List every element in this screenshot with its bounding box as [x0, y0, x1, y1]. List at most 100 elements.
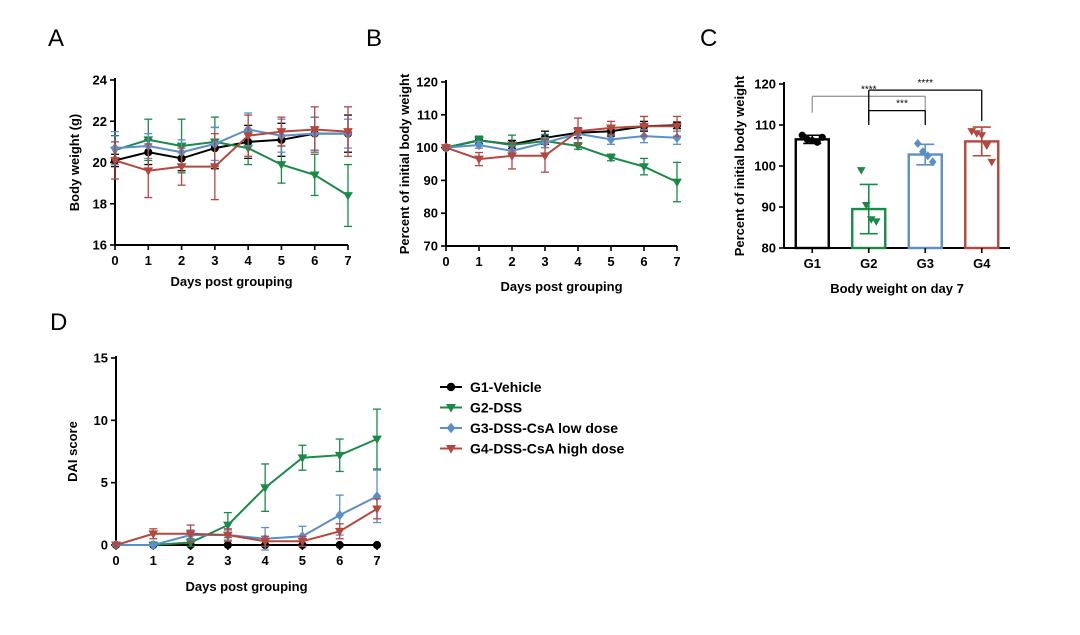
panel-a-x-tick-label: 0 — [111, 253, 118, 268]
panel-b-series-g4-dss-csa-high-dose-point — [573, 127, 583, 137]
panel-a-y-tick-label: 18 — [93, 196, 107, 211]
panel-c-bar-g4-rect — [964, 140, 1000, 250]
panel-c-bar-g4-point — [977, 132, 987, 140]
panel-a-series-g3-dss-csa-low-dose-line — [114, 128, 348, 154]
panel-c-x-tick-label: G3 — [917, 256, 934, 271]
legend-entry-g2-dss-marker — [445, 404, 457, 413]
panel-a-series-g2-dss-line — [114, 138, 349, 197]
panel-c-significance-label: *** — [896, 99, 908, 110]
panel-c-y-tick-label: 100 — [754, 159, 776, 174]
panel-b-series-g2-dss-point — [672, 178, 682, 188]
panel-b-x-tick-label: 1 — [475, 254, 482, 269]
panel-d-x-tick-label: 3 — [224, 553, 231, 568]
panel-d-series-g4-dss-csa-high-dose-point — [148, 530, 159, 539]
panel-c-bar-g3-point — [918, 147, 927, 157]
panel-b-y-tick-label: 90 — [424, 173, 438, 188]
panel-a-series-g2-dss — [110, 116, 353, 228]
panel-a-series-g4-dss-csa-high-dose-point — [276, 128, 287, 137]
panel-a-x-tick-label: 4 — [245, 253, 253, 268]
legend-entry-g2-dss: G2-DSS — [440, 400, 522, 416]
panel-d-x-tick-label: 7 — [373, 553, 380, 568]
panel-d-series-g4-dss-csa-high-dose-point — [260, 537, 271, 547]
panel-b-y-tick-label: 80 — [424, 206, 438, 221]
panel-b-y-tick-label: 120 — [416, 75, 438, 90]
panel-d-series-g2-dss-line — [116, 438, 378, 546]
panel-c-day7-bars: 80 90 100 110 120 G1 G2 G3 G4 Body weight on day … — [732, 75, 1010, 296]
panel-b-series-g4-dss-csa-high-dose — [441, 115, 682, 173]
panel-c-bar-g2-point — [856, 167, 866, 175]
panel-b-series-g4-dss-csa-high-dose-point — [606, 124, 616, 133]
panel-label-a: A — [48, 25, 64, 52]
panel-c-bar-g1-point — [813, 138, 821, 146]
panel-d-x-tick-label: 4 — [262, 553, 270, 568]
panel-c-bar-g1-point — [818, 133, 826, 141]
panel-a-x-tick-label: 7 — [344, 253, 351, 268]
panel-b-series-g4-dss-csa-high-dose-point — [540, 152, 550, 161]
panel-c-bar-g3 — [907, 138, 943, 250]
panel-b-series-g4-dss-csa-high-dose-point — [672, 122, 682, 132]
panel-a-series-g4-dss-csa-high-dose — [110, 106, 353, 201]
panel-c-bar-g1-rect — [794, 138, 830, 250]
panel-d-series-g3-dss-csa-low-dose-line — [116, 495, 378, 546]
panel-c-x-tick-label: G2 — [860, 256, 877, 271]
panel-a-series-g4-dss-csa-high-dose-point — [309, 126, 320, 135]
panel-label-c: C — [700, 25, 717, 52]
panel-c-x-tick-label: G1 — [804, 256, 821, 271]
panel-c-bar-g4-point — [982, 142, 992, 150]
panel-b-series-g2-dss-point — [639, 163, 649, 172]
panel-d-y-tick-label: 15 — [94, 351, 108, 366]
legend-entry-g3-dss-csa-low-dose-label: G3-DSS-CsA low dose — [470, 420, 618, 436]
panel-a-x-tick-label: 1 — [145, 253, 152, 268]
panel-d-series-g4-dss-csa-high-dose-point — [372, 505, 382, 514]
panel-d-x-tick-label: 5 — [299, 553, 306, 568]
panel-a-x-axis-label: Days post grouping — [170, 274, 292, 289]
panel-d-x-axis-label: Days post grouping — [185, 579, 307, 594]
panel-c-significance-3: **** — [868, 78, 983, 121]
panel-c-x-tick-label: G4 — [973, 256, 991, 271]
panel-d-y-axis-label: DAI score — [65, 421, 80, 482]
panel-c-y-tick-label: 80 — [762, 241, 776, 256]
panel-a-y-axis-label: Body weight (g) — [67, 114, 82, 212]
panel-d-series-g4-dss-csa-high-dose-line — [115, 507, 378, 546]
panel-d-x-tick-label: 2 — [187, 553, 194, 568]
panel-d-x-tick-label: 6 — [336, 553, 343, 568]
panel-c-bar-g3-point — [928, 157, 937, 167]
panel-c-bar-g3-rect — [907, 153, 943, 250]
panel-a-y-tick-label: 24 — [93, 73, 108, 88]
panel-d-series-g2-dss-point — [260, 484, 271, 493]
panel-a-series-g4-dss-csa-high-dose-point — [143, 167, 154, 176]
panel-c-bar-g3-point — [923, 151, 932, 161]
panel-b-series-g4-dss-csa-high-dose-point — [474, 155, 484, 165]
panel-d-series-g3-dss-csa-low-dose-point — [335, 509, 344, 521]
legend-entry-g1-vehicle-marker — [446, 382, 456, 392]
panel-d-y-tick-label: 5 — [101, 475, 108, 490]
legend-entry-g4-dss-csa-high-dose: G4-DSS-CsA high dose — [440, 441, 624, 457]
panel-d-series-g1-vehicle-point — [335, 540, 344, 550]
panel-c-y-tick-label: 120 — [754, 77, 776, 92]
panel-d-series-g1-vehicle-point — [223, 540, 232, 550]
panel-d-series-g4-dss-csa-high-dose-point — [222, 531, 233, 541]
panel-b-y-axis-label: Percent of initial body weight — [397, 73, 412, 254]
panel-a-series-g4-dss-csa-high-dose-line — [114, 128, 349, 172]
panel-d-series-g2-dss-point — [334, 451, 345, 461]
panel-a-series-g2-dss-point — [343, 192, 353, 201]
panel-b-series-g4-dss-csa-high-dose-point — [639, 122, 649, 132]
panel-b-x-tick-label: 5 — [607, 254, 614, 269]
panel-a-series-g4-dss-csa-high-dose-point — [343, 128, 353, 137]
legend-entry-g4-dss-csa-high-dose-label: G4-DSS-CsA high dose — [470, 441, 624, 457]
panel-b-y-tick-label: 100 — [416, 140, 438, 155]
panel-c-bar-g1-point — [798, 131, 806, 139]
panel-c-significance-2: *** — [868, 99, 926, 125]
panel-b-series-g3-dss-csa-low-dose-point — [606, 134, 616, 145]
panel-a-y-tick-label: 20 — [93, 155, 107, 170]
panel-b-x-tick-label: 4 — [574, 254, 582, 269]
panel-b-x-tick-label: 2 — [508, 254, 515, 269]
panel-b-x-axis-label: Days post grouping — [500, 279, 622, 294]
panel-c-y-axis-label: Percent of initial body weight — [732, 75, 747, 256]
panel-a-x-tick-label: 6 — [311, 253, 318, 268]
panel-a-series-g4-dss-csa-high-dose-point — [110, 157, 120, 166]
panel-d-series-g4-dss-csa-high-dose-point — [111, 541, 121, 551]
panel-d-x-tick-label: 0 — [112, 553, 119, 568]
panel-b-series-g4-dss-csa-high-dose-point — [441, 144, 451, 153]
legend-entry-g3-dss-csa-low-dose-marker — [446, 422, 456, 434]
